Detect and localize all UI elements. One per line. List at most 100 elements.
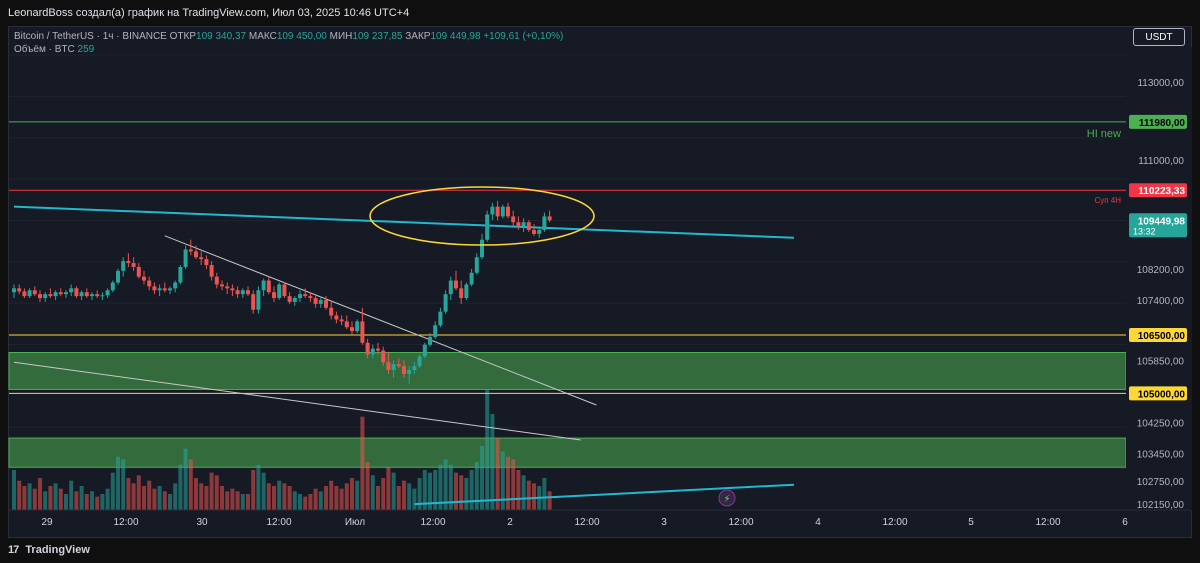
- candle-body[interactable]: [469, 272, 474, 285]
- candle-body[interactable]: [126, 261, 131, 264]
- candle-body[interactable]: [391, 364, 396, 370]
- price-label-box[interactable]: [1129, 183, 1187, 198]
- candle-body[interactable]: [521, 222, 526, 227]
- candle-body[interactable]: [402, 366, 406, 374]
- candle-body[interactable]: [246, 290, 250, 295]
- candle-body[interactable]: [360, 321, 365, 343]
- candle-body[interactable]: [17, 288, 22, 292]
- candle-body[interactable]: [459, 288, 464, 299]
- candle-body[interactable]: [147, 280, 152, 287]
- candle-body[interactable]: [464, 284, 469, 299]
- candle-body[interactable]: [90, 294, 94, 297]
- candle-body[interactable]: [329, 307, 334, 316]
- candle-body[interactable]: [303, 294, 308, 297]
- legend-symbol[interactable]: Bitcoin / TetherUS · 1ч · BINANCE: [14, 31, 167, 42]
- currency-button[interactable]: USDT: [1133, 28, 1185, 46]
- support-zone[interactable]: [8, 352, 1127, 390]
- candle-body[interactable]: [199, 257, 204, 260]
- candle-body[interactable]: [220, 284, 224, 287]
- price-label-box[interactable]: [1129, 213, 1187, 238]
- candle-body[interactable]: [204, 259, 209, 265]
- trendline[interactable]: [13, 205, 795, 239]
- trendline[interactable]: [13, 361, 581, 441]
- candle-body[interactable]: [110, 282, 115, 291]
- candle-body[interactable]: [74, 288, 79, 297]
- candle-body[interactable]: [339, 319, 344, 322]
- candle-body[interactable]: [474, 257, 479, 273]
- candle-body[interactable]: [443, 294, 448, 312]
- candle-body[interactable]: [256, 290, 261, 310]
- trendline[interactable]: [414, 483, 795, 506]
- candle-body[interactable]: [485, 214, 490, 240]
- price-label-box[interactable]: [1129, 114, 1187, 129]
- trendline[interactable]: [164, 235, 597, 406]
- candle-body[interactable]: [235, 290, 240, 295]
- candle-body[interactable]: [116, 270, 120, 283]
- candle-body[interactable]: [292, 298, 297, 302]
- candle-body[interactable]: [105, 290, 110, 296]
- candle-body[interactable]: [454, 280, 458, 289]
- legend-volume-label[interactable]: Объём · BTC: [14, 44, 75, 55]
- candle-body[interactable]: [542, 216, 547, 230]
- candle-body[interactable]: [225, 286, 230, 289]
- support-zone[interactable]: [8, 437, 1127, 468]
- candle-body[interactable]: [230, 288, 235, 291]
- candle-body[interactable]: [277, 284, 282, 299]
- candle-body[interactable]: [490, 206, 495, 215]
- candle-body[interactable]: [334, 315, 339, 320]
- candle-body[interactable]: [313, 298, 318, 304]
- candle-body[interactable]: [495, 206, 500, 217]
- candle-body[interactable]: [183, 249, 188, 267]
- price-label-box[interactable]: [1129, 386, 1187, 401]
- candle-body[interactable]: [396, 364, 401, 367]
- candle-body[interactable]: [142, 276, 146, 281]
- candle-body[interactable]: [79, 292, 84, 297]
- candle-body[interactable]: [282, 284, 287, 297]
- candle-body[interactable]: [27, 290, 32, 297]
- candle-body[interactable]: [22, 291, 27, 297]
- candle-body[interactable]: [438, 311, 443, 326]
- candle-body[interactable]: [157, 288, 162, 291]
- candle-body[interactable]: [152, 286, 157, 291]
- candle-body[interactable]: [298, 294, 302, 299]
- candle-body[interactable]: [38, 294, 42, 299]
- candle-body[interactable]: [386, 362, 391, 370]
- candle-body[interactable]: [121, 261, 126, 271]
- candle-body[interactable]: [100, 295, 105, 297]
- candle-body[interactable]: [43, 294, 48, 299]
- candle-body[interactable]: [272, 292, 276, 299]
- candle-body[interactable]: [69, 288, 74, 293]
- candle-body[interactable]: [251, 294, 256, 310]
- candle-body[interactable]: [194, 251, 198, 258]
- candle-body[interactable]: [547, 216, 552, 221]
- candle-body[interactable]: [58, 292, 63, 295]
- candle-body[interactable]: [308, 296, 313, 299]
- candle-body[interactable]: [365, 342, 370, 355]
- candle-body[interactable]: [64, 292, 68, 295]
- candle-body[interactable]: [376, 348, 380, 351]
- candle-body[interactable]: [188, 249, 193, 252]
- candle-body[interactable]: [214, 276, 219, 285]
- candle-body[interactable]: [355, 321, 360, 332]
- candle-body[interactable]: [318, 300, 323, 304]
- candle-body[interactable]: [324, 300, 328, 308]
- price-label-box[interactable]: [1129, 328, 1187, 342]
- candle-body[interactable]: [32, 290, 37, 295]
- replay-icon[interactable]: [718, 489, 736, 507]
- candle-body[interactable]: [428, 336, 432, 345]
- candle-body[interactable]: [350, 327, 354, 332]
- candle-body[interactable]: [240, 290, 245, 295]
- candle-body[interactable]: [84, 292, 89, 297]
- candle-body[interactable]: [266, 280, 271, 293]
- candle-body[interactable]: [261, 280, 266, 291]
- candle-body[interactable]: [209, 265, 214, 277]
- candle-body[interactable]: [526, 222, 531, 230]
- candle-body[interactable]: [12, 288, 16, 293]
- candle-body[interactable]: [53, 292, 58, 297]
- candle-body[interactable]: [500, 206, 505, 217]
- candle-body[interactable]: [136, 266, 141, 277]
- candle-body[interactable]: [168, 288, 172, 291]
- candle-body[interactable]: [173, 282, 178, 289]
- candle-body[interactable]: [48, 294, 53, 297]
